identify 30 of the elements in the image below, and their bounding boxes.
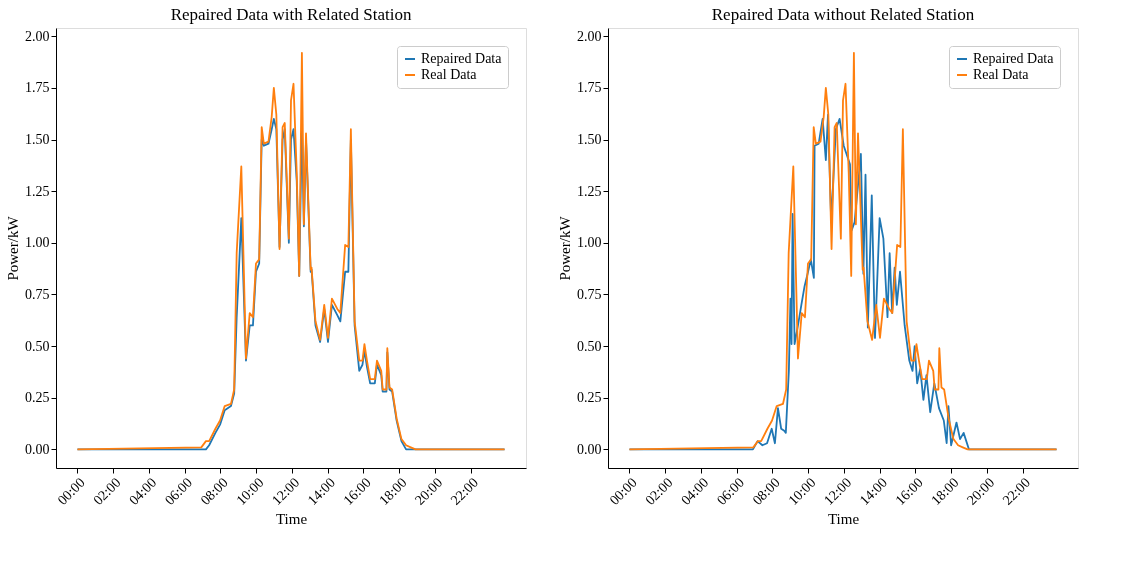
y-tick-label: 1.75 <box>577 80 602 96</box>
y-tick-label: 0.25 <box>25 390 50 406</box>
y-tick-label: 1.25 <box>25 183 50 199</box>
y-tick-label: 1.50 <box>25 132 50 148</box>
legend-label: Repaired Data <box>421 51 503 66</box>
legend-label: Real Data <box>421 67 478 82</box>
y-tick-label: 1.75 <box>25 80 50 96</box>
y-tick-label: 2.00 <box>577 28 602 44</box>
line-series <box>76 51 506 451</box>
y-tick-label: 0.25 <box>577 390 602 406</box>
chart-title: Repaired Data with Related Station <box>170 5 412 24</box>
y-tick-label: 1.25 <box>577 183 602 199</box>
line-series <box>628 51 1058 451</box>
y-tick-label: 1.50 <box>577 132 602 148</box>
y-tick-label: 0.00 <box>25 441 50 457</box>
x-axis-title: Time <box>275 510 308 527</box>
y-tick-label: 1.00 <box>25 235 50 251</box>
x-axis-title: Time <box>827 510 860 527</box>
legend-label: Real Data <box>973 67 1030 82</box>
legend-label: Repaired Data <box>973 51 1055 66</box>
chart-title: Repaired Data without Related Station <box>711 5 975 24</box>
y-axis-title: Power/kW <box>557 215 573 281</box>
y-tick-label: 0.75 <box>577 286 602 302</box>
y-tick-label: 2.00 <box>25 28 50 44</box>
y-tick-label: 0.75 <box>25 286 50 302</box>
y-axis-title: Power/kW <box>5 215 21 281</box>
y-tick-label: 0.50 <box>25 338 50 354</box>
y-tick-label: 0.50 <box>577 338 602 354</box>
y-tick-label: 0.00 <box>577 441 602 457</box>
y-tick-label: 1.00 <box>577 235 602 251</box>
